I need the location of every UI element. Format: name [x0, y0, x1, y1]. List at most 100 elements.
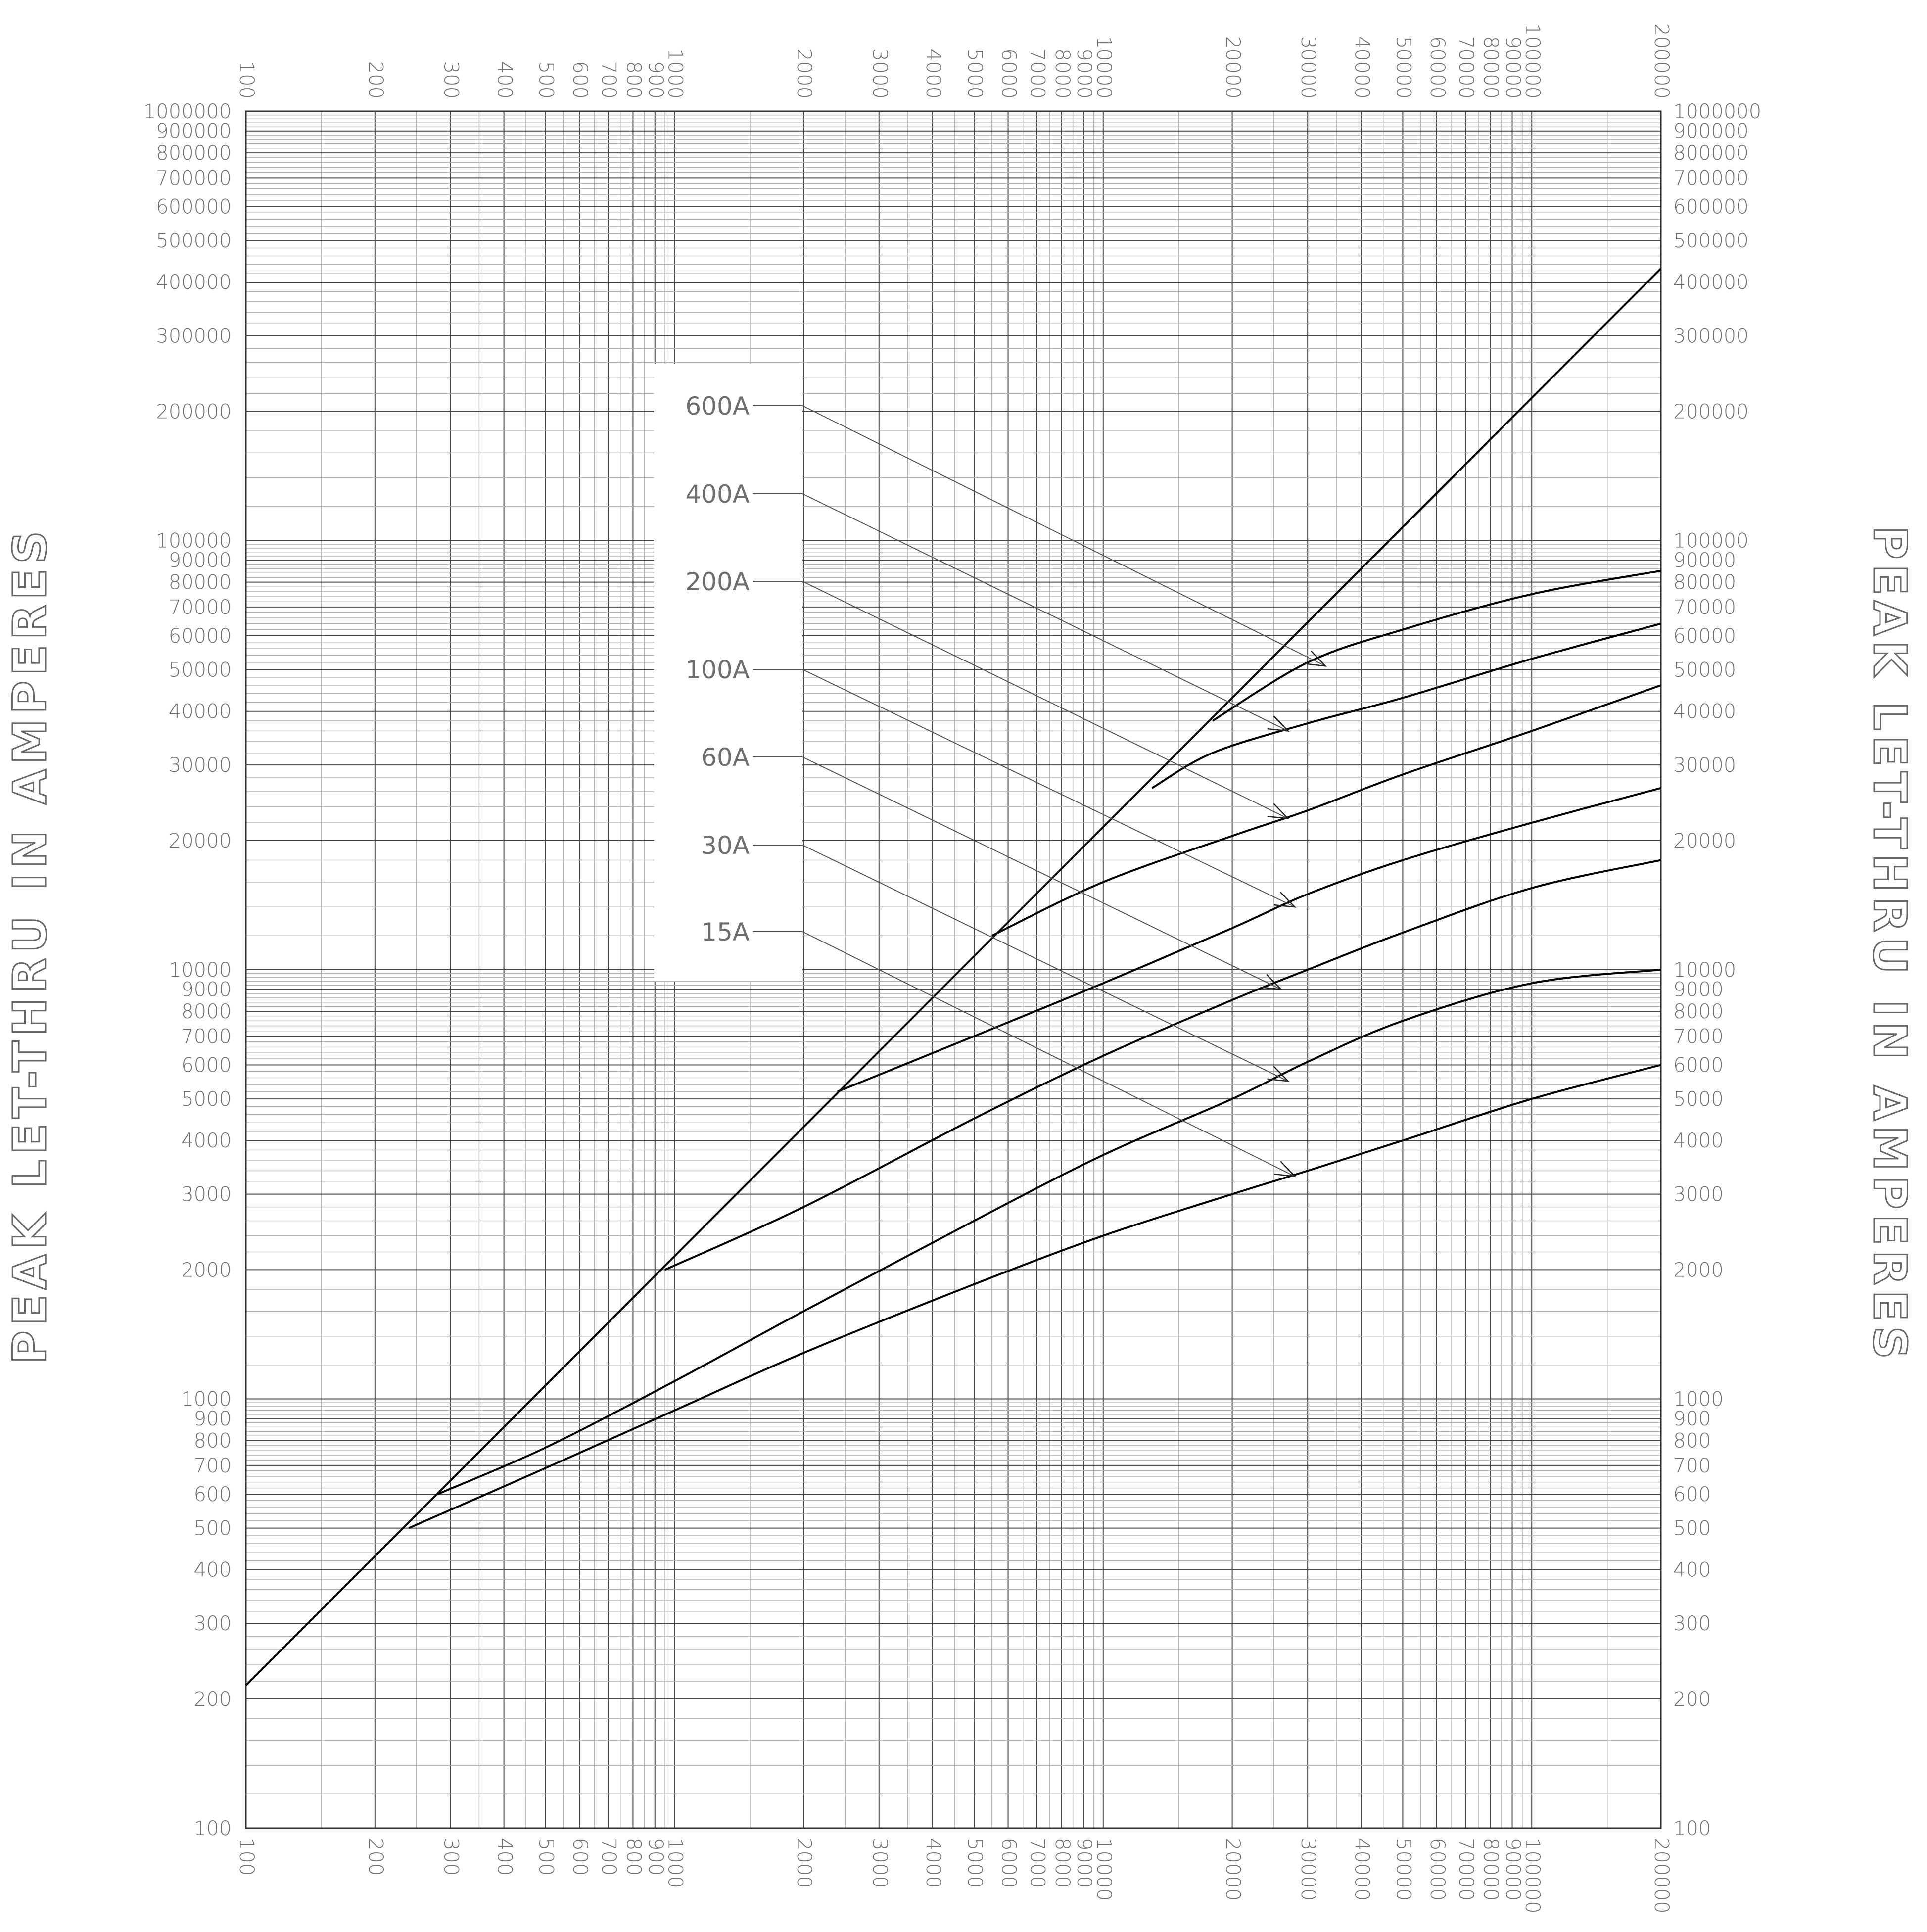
y-tick-label-left: 900 [194, 1408, 232, 1430]
x-tick-label-top: 8000 [1051, 48, 1074, 99]
x-tick-label-top: 300 [439, 61, 462, 99]
legend-label-200a: 200A [685, 567, 750, 596]
y-tick-label-left: 1000 [181, 1388, 232, 1411]
x-tick-label-bottom: 200000 [1650, 1838, 1673, 1914]
legend-arrow-head [1267, 1066, 1290, 1082]
y-tick-label-left: 200000 [156, 400, 232, 423]
y-tick-label-left: 300 [194, 1612, 232, 1635]
y-tick-label-left: 800 [194, 1430, 232, 1453]
x-tick-label-top: 5000 [963, 48, 986, 99]
y-tick-label-right: 700 [1673, 1455, 1711, 1477]
x-tick-label-bottom: 100 [235, 1838, 258, 1876]
y-tick-label-left: 200 [194, 1688, 232, 1711]
legend-arrow-head [1267, 715, 1290, 732]
legend-arrow-line [802, 405, 1326, 667]
y-tick-label-right: 700000 [1673, 167, 1749, 189]
y-tick-label-right: 800 [1673, 1430, 1711, 1453]
x-tick-label-top: 50000 [1392, 36, 1414, 99]
y-tick-label-left: 2000 [181, 1259, 232, 1281]
y-tick-label-left: 30000 [169, 754, 232, 777]
y-tick-label-right: 10000 [1673, 959, 1736, 982]
y-tick-label-left: 4000 [181, 1130, 232, 1152]
y-tick-label-right: 90000 [1673, 549, 1736, 572]
series-line-100a [837, 787, 1661, 1093]
y-tick-label-right: 2000 [1673, 1259, 1724, 1281]
x-tick-label-top: 400 [493, 61, 516, 99]
x-tick-label-bottom: 10000 [1092, 1838, 1115, 1901]
y-tick-label-right: 400 [1673, 1559, 1711, 1582]
legend-arrow-line [802, 581, 1288, 819]
y-tick-label-right: 500 [1673, 1517, 1711, 1540]
y-tick-label-right: 200 [1673, 1688, 1711, 1711]
x-tick-label-bottom: 5000 [963, 1838, 986, 1888]
y-axis-label-right: PEAK LET-THRU IN AMPERES [1863, 526, 1916, 1364]
y-tick-label-left: 20000 [169, 830, 232, 852]
x-tick-label-bottom: 800 [622, 1838, 645, 1876]
x-tick-label-bottom: 60000 [1426, 1838, 1449, 1901]
x-tick-label-top: 700 [597, 61, 620, 99]
x-tick-label-top: 100000 [1521, 23, 1544, 99]
y-tick-label-right: 1000 [1673, 1388, 1724, 1411]
y-tick-label-left: 400000 [156, 271, 232, 294]
y-tick-label-left: 400 [194, 1559, 232, 1582]
legend-label-600a: 600A [685, 392, 750, 421]
y-tick-label-right: 300000 [1673, 325, 1749, 348]
y-tick-label-left: 90000 [169, 549, 232, 572]
legend-arrow-head [1305, 650, 1327, 667]
y-tick-label-right: 3000 [1673, 1183, 1724, 1206]
y-tick-label-right: 60000 [1673, 625, 1736, 648]
y-tick-label-left: 70000 [169, 596, 232, 619]
y-tick-label-left: 500000 [156, 230, 232, 252]
y-tick-label-right: 900000 [1673, 120, 1749, 143]
legend-arrow-line [802, 845, 1288, 1082]
y-tick-label-left: 100000 [156, 530, 232, 553]
x-tick-label-top: 20000 [1222, 36, 1244, 99]
y-tick-label-left: 7000 [181, 1025, 232, 1048]
legend-label-60a: 60A [701, 743, 750, 772]
y-tick-label-left: 500 [194, 1517, 232, 1540]
x-tick-label-top: 600 [568, 61, 591, 99]
y-tick-label-left: 6000 [181, 1054, 232, 1077]
series-line-400a [1151, 622, 1661, 789]
y-tick-label-right: 70000 [1673, 596, 1736, 619]
chart-legend: 600A 400A 200A 100A 60A 30A 15A [654, 364, 1327, 1178]
x-tick-label-bottom: 1000 [663, 1838, 686, 1888]
legend-arrow-line [802, 931, 1295, 1177]
legend-arrow-head [1267, 803, 1290, 820]
series-line-30a [437, 969, 1661, 1495]
y-tick-label-left: 700000 [156, 167, 232, 189]
x-tick-label-top: 4000 [922, 48, 944, 99]
legend-arrow-line [802, 493, 1288, 732]
legend-arrow-head [1260, 974, 1283, 990]
x-tick-label-bottom: 500 [535, 1838, 558, 1876]
chart-grid [245, 110, 1662, 1829]
x-tick-label-top: 200 [364, 61, 387, 99]
x-tick-label-top: 200000 [1650, 23, 1673, 99]
series-line-200a [991, 684, 1661, 937]
y-tick-label-right: 600 [1673, 1483, 1711, 1506]
y-axis-label-left: PEAK LET-THRU IN AMPERES [3, 526, 56, 1364]
legend-arrow-line [802, 669, 1295, 908]
y-tick-label-right: 9000 [1673, 979, 1724, 1001]
x-tick-label-bottom: 7000 [1026, 1838, 1049, 1888]
x-tick-label-top: 70000 [1455, 36, 1477, 99]
y-tick-label-left: 100 [194, 1817, 232, 1840]
y-tick-label-right: 100000 [1673, 530, 1749, 553]
x-tick-label-top: 7000 [1026, 48, 1049, 99]
y-tick-label-right: 100 [1673, 1817, 1711, 1840]
x-tick-label-bottom: 90000 [1502, 1838, 1524, 1901]
y-tick-label-right: 20000 [1673, 830, 1736, 852]
legend-panel [654, 364, 802, 981]
y-tick-label-left: 900000 [156, 120, 232, 143]
y-tick-label-right: 5000 [1673, 1088, 1724, 1111]
x-tick-label-bottom: 80000 [1479, 1838, 1502, 1901]
y-tick-label-left: 300000 [156, 325, 232, 348]
x-tick-label-bottom: 50000 [1392, 1838, 1414, 1901]
y-tick-label-left: 1000000 [143, 100, 232, 123]
y-tick-label-right: 40000 [1673, 701, 1736, 723]
x-tick-label-top: 2000 [793, 48, 815, 99]
legend-arrow-head [1274, 892, 1297, 908]
y-tick-label-right: 4000 [1673, 1130, 1724, 1152]
y-tick-label-right: 8000 [1673, 1000, 1724, 1023]
